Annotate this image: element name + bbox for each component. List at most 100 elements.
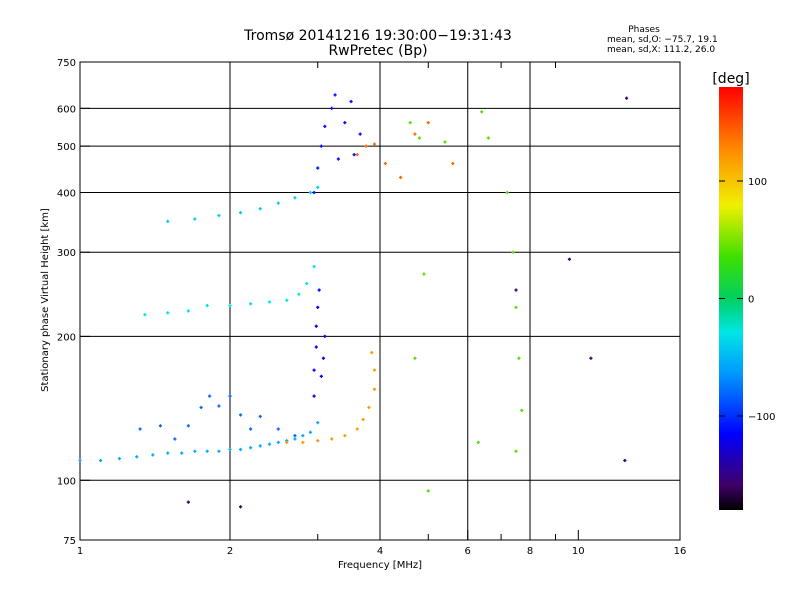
data-point [372, 387, 377, 391]
data-point [293, 196, 297, 200]
data-point [308, 190, 313, 195]
data-point [316, 421, 320, 425]
data-point [205, 303, 209, 308]
data-point [355, 427, 359, 431]
data-point [358, 132, 362, 136]
data-point [267, 300, 272, 304]
data-point [316, 439, 320, 443]
data-point [314, 324, 318, 328]
data-point [511, 250, 515, 254]
data-point [333, 93, 337, 97]
y-tick-label: 200 [57, 332, 76, 343]
data-point [624, 96, 629, 100]
data-point [238, 447, 243, 452]
data-point [408, 121, 412, 125]
data-point [308, 430, 313, 434]
data-point [367, 405, 371, 410]
data-point [117, 457, 122, 461]
data-point [258, 414, 262, 419]
data-point [186, 500, 190, 504]
data-point [312, 190, 316, 195]
x-tick-label: 1 [77, 546, 83, 557]
data-point [267, 442, 272, 446]
data-point [514, 288, 518, 292]
x-axis-label: Frequency [MHz] [338, 560, 422, 571]
data-point [383, 161, 387, 166]
data-point [135, 455, 139, 459]
data-point [451, 161, 455, 166]
data-point [349, 99, 353, 104]
data-point [316, 166, 320, 170]
data-point [517, 356, 521, 360]
data-point [166, 219, 170, 224]
data-point [78, 458, 82, 463]
data-point [305, 281, 309, 286]
data-point [505, 190, 509, 195]
data-point [426, 489, 430, 493]
data-point [217, 213, 221, 218]
data-point [193, 217, 197, 221]
data-point [352, 153, 356, 157]
colorbar-tick-label: 0 [748, 295, 754, 306]
data-point [314, 345, 318, 349]
x-tick-label: 6 [465, 546, 471, 557]
data-point [370, 350, 374, 355]
data-point [317, 288, 321, 292]
colorbar-ticks: 100 0 −100 [719, 177, 775, 423]
data-point [399, 175, 403, 180]
data-point [520, 408, 524, 413]
data-point [249, 427, 253, 431]
y-axis-label: Stationary phase Virtual Height [km] [40, 208, 51, 392]
data-point [151, 453, 155, 457]
data-point [312, 368, 316, 372]
data-point [312, 394, 316, 398]
phases-x-line: mean, sd,X: 111.2, 26.0 [607, 45, 715, 55]
y-tick-label: 500 [57, 142, 76, 153]
data-point [323, 334, 327, 338]
data-point [258, 444, 262, 448]
x-tick-label: 16 [674, 546, 687, 557]
data-point [276, 427, 280, 431]
y-tick-label: 750 [57, 58, 76, 69]
x-axis: 1 2 4 6 8 10 16 [77, 62, 687, 557]
data-point [193, 449, 197, 453]
data-point [217, 404, 221, 408]
data-point [330, 437, 334, 441]
data-point [301, 434, 305, 438]
data-point [589, 356, 593, 360]
data-point [417, 136, 422, 140]
data-point [207, 394, 212, 398]
data-point [623, 458, 627, 463]
data-point [343, 434, 347, 438]
data-point [143, 313, 147, 317]
y-axis: 75 100 200 300 400 500 600 750 [57, 58, 90, 547]
data-point [372, 142, 377, 146]
y-tick-label: 600 [57, 104, 76, 115]
data-point [138, 427, 142, 431]
data-point [238, 211, 243, 215]
colorbar-tick-label: 100 [748, 177, 767, 188]
x-tick-label: 4 [377, 546, 383, 557]
data-point [514, 305, 518, 309]
x-tick-label: 8 [527, 546, 533, 557]
data-point [173, 437, 177, 441]
data-point [186, 309, 190, 313]
data-points [78, 93, 629, 509]
data-point [486, 136, 490, 140]
colorbar-label: [deg] [712, 71, 749, 87]
phases-o-line: mean, sd,O: −75.7, 19.1 [607, 35, 718, 45]
data-point [361, 417, 365, 422]
data-point [293, 437, 297, 441]
data-point [312, 264, 316, 269]
data-point [180, 451, 184, 455]
data-point [238, 505, 243, 509]
data-point [276, 440, 280, 445]
x-tick-label: 10 [572, 546, 585, 557]
data-point [301, 440, 305, 445]
data-point [158, 424, 163, 428]
colorbar-tick-label: −100 [748, 412, 775, 423]
data-point [199, 405, 203, 410]
data-point [336, 157, 340, 161]
data-point [426, 121, 430, 125]
